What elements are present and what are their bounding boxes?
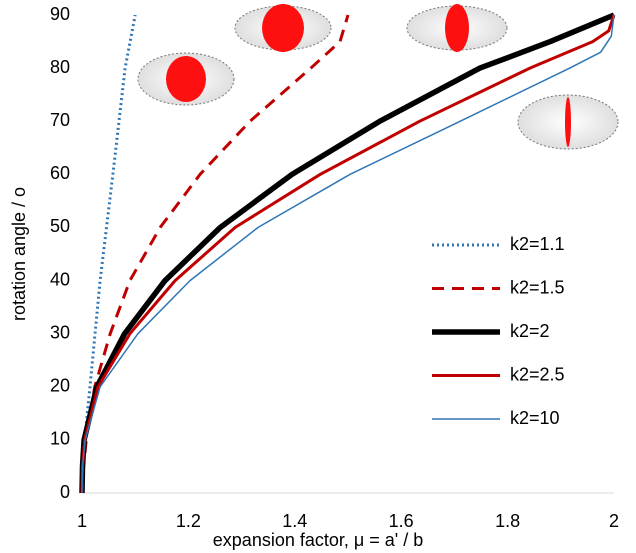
legend-label: k2=1.1 (510, 234, 565, 254)
y-tick-label: 20 (50, 376, 70, 396)
series-line (80, 14, 350, 494)
y-tick-label: 0 (60, 482, 70, 502)
x-tick-label: 1.6 (389, 511, 414, 531)
y-tick-label: 90 (50, 4, 70, 24)
y-axis-label: rotation angle / o (9, 187, 29, 321)
legend-label: k2=1.5 (510, 277, 565, 297)
x-tick-label: 2 (609, 511, 619, 531)
x-tick-label: 1.4 (282, 511, 307, 531)
legend-label: k2=2 (510, 321, 550, 341)
y-tick-label: 60 (50, 163, 70, 183)
y-tick-label: 40 (50, 269, 70, 289)
x-tick-label: 1 (77, 511, 87, 531)
x-tick-label: 1.2 (176, 511, 201, 531)
x-tick-label: 1.8 (495, 511, 520, 531)
legend-label: k2=2.5 (510, 364, 565, 384)
y-tick-label: 50 (50, 216, 70, 236)
y-tick-label: 80 (50, 57, 70, 77)
ellipse-icons (137, 4, 619, 150)
series-line (81, 14, 615, 494)
y-tick-label: 70 (50, 110, 70, 130)
x-axis-label: expansion factor, μ = a' / b (213, 530, 423, 550)
y-tick-label: 30 (50, 322, 70, 342)
y-tick-label: 10 (50, 429, 70, 449)
legend-label: k2=10 (510, 408, 560, 428)
